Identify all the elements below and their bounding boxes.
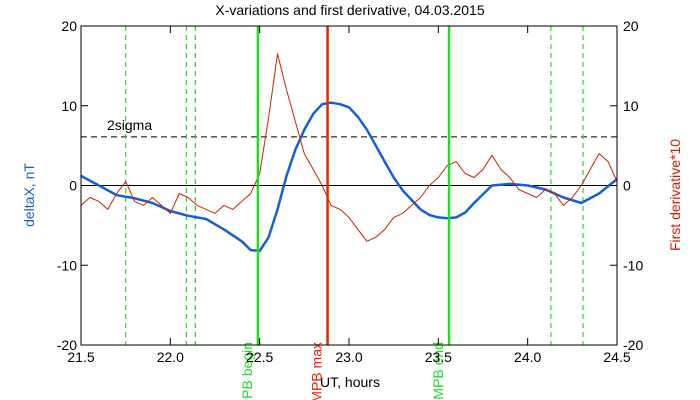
x-tick-label: 23.5 bbox=[425, 349, 452, 365]
y-tick-label-right: 0 bbox=[623, 178, 631, 194]
mpb-begin-label: MPB begin bbox=[239, 342, 255, 400]
deltaX-series-line bbox=[80, 101, 618, 253]
y-tick-label-right: -10 bbox=[623, 257, 643, 273]
x-tick-label: 24.5 bbox=[603, 349, 630, 365]
y-tick-label-left: 10 bbox=[61, 98, 77, 114]
y-tick-label-left: 0 bbox=[69, 178, 77, 194]
x-tick-label: 21.5 bbox=[67, 349, 94, 365]
x-axis-label: UT, hours bbox=[320, 374, 380, 390]
axis-ticks: 21.5 22.0 22.5 23.0 23.5 24.0 24.5 20 10 0 -10 -20 2… bbox=[57, 18, 644, 365]
y-tick-label-left: -10 bbox=[57, 257, 77, 273]
y-axis-label-left: deltaX, nT bbox=[21, 163, 37, 227]
x-tick-label: 24.0 bbox=[514, 349, 541, 365]
y-axis-label-right: First derivative*10 bbox=[667, 139, 683, 251]
x-tick-label: 23.0 bbox=[335, 349, 362, 365]
y-tick-label-right: 10 bbox=[623, 98, 639, 114]
chart-title: X-variations and first derivative, 04.03… bbox=[215, 2, 484, 18]
annotations: 2sigma MPB begin MPB max MPB end bbox=[107, 117, 446, 400]
y-tick-label-right: -20 bbox=[623, 337, 643, 353]
plot-area bbox=[80, 26, 618, 345]
mpb-max-label: MPB max bbox=[309, 342, 325, 400]
threshold-label: 2sigma bbox=[107, 117, 152, 133]
y-tick-label-left: 20 bbox=[61, 18, 77, 34]
y-tick-label-right: 20 bbox=[623, 18, 639, 34]
x-tick-label: 22.0 bbox=[157, 349, 184, 365]
derivative-series-line bbox=[80, 53, 618, 242]
mpb-end-label: MPB end bbox=[430, 342, 446, 400]
y-tick-label-left: -20 bbox=[57, 337, 77, 353]
x-tick-label: 22.5 bbox=[246, 349, 273, 365]
